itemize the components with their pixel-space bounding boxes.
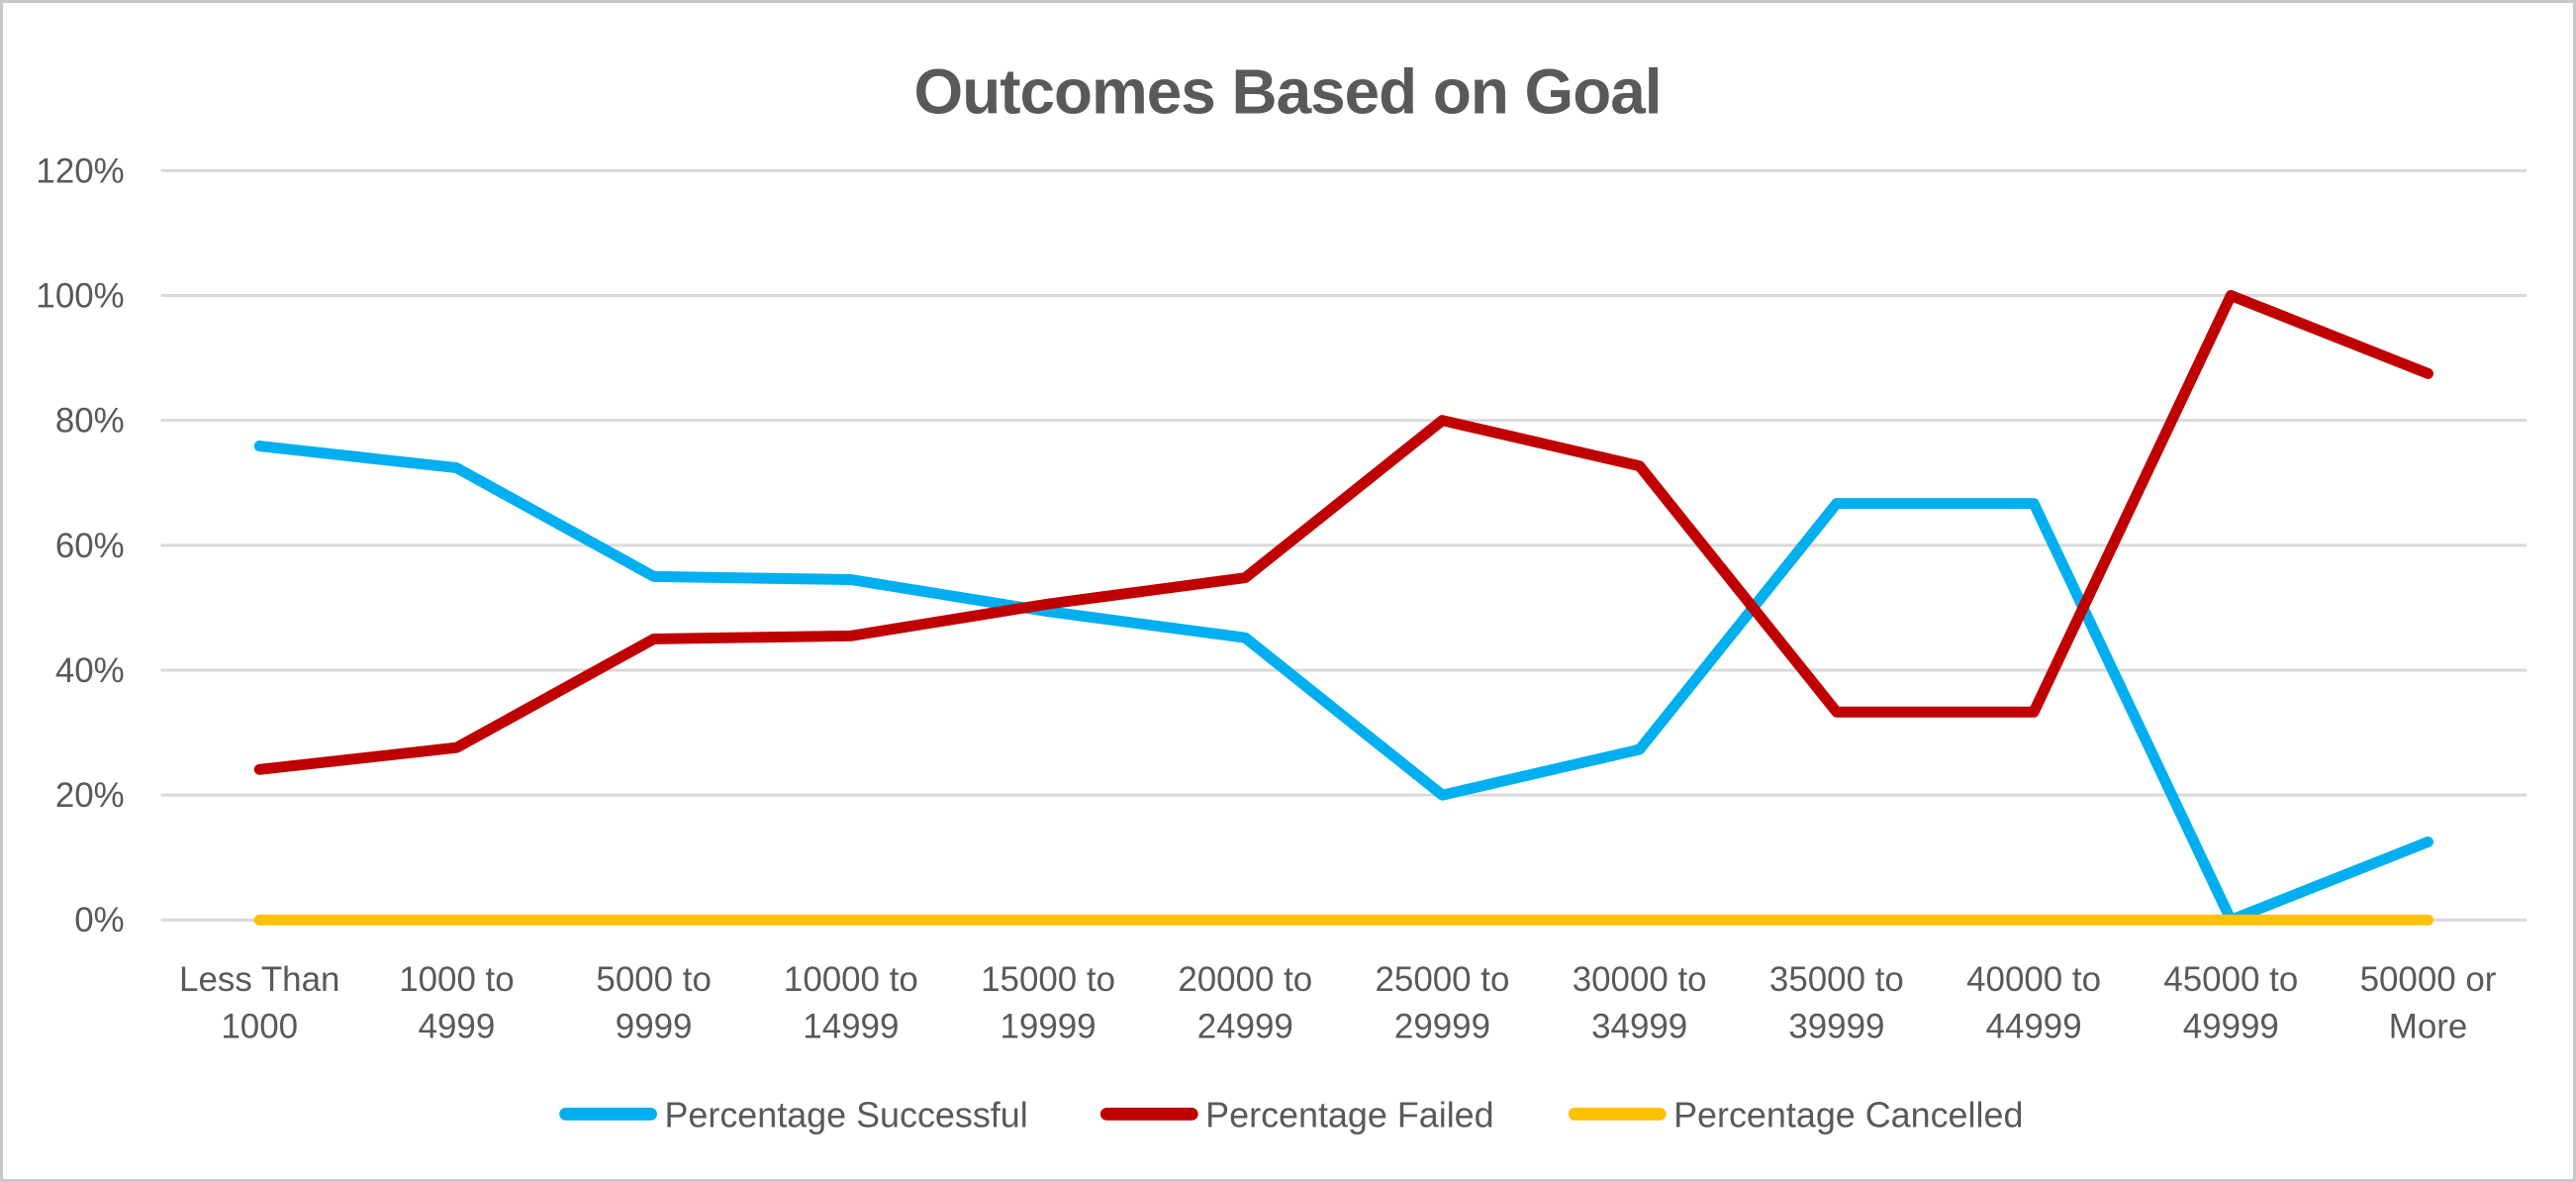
x-tick-label-line1: 50000 or [2360, 960, 2497, 999]
x-tick-label-line2: 24999 [1197, 1008, 1293, 1046]
y-tick-label: 120% [36, 151, 124, 190]
x-tick-label-line2: 49999 [2183, 1008, 2279, 1046]
legend-label: Percentage Cancelled [1673, 1095, 2023, 1134]
x-tick-label-line1: 10000 to [784, 960, 918, 999]
x-tick-label: 40000 to 44999 [1966, 960, 2101, 1046]
x-tick-label-line1: 45000 to [2163, 960, 2298, 999]
x-tick-label-line2: 4999 [419, 1008, 496, 1046]
x-tick-label-line2: 9999 [616, 1008, 693, 1046]
x-tick-label-line1: 20000 to [1178, 960, 1312, 999]
x-tick-label: 5000 to 9999 [596, 960, 711, 1046]
x-tick-label: 35000 to 39999 [1769, 960, 1904, 1046]
y-axis-tick-labels: 0% 20% 40% 60% 80% 100% 120% [36, 151, 124, 939]
y-tick-label: 100% [36, 276, 124, 315]
chart-legend: Percentage Successful Percentage Failed Pe… [559, 1095, 2023, 1134]
legend-label: Percentage Failed [1205, 1095, 1493, 1134]
y-tick-label: 40% [55, 651, 125, 690]
x-tick-label: 15000 to 19999 [981, 960, 1115, 1046]
x-tick-label-line1: 40000 to [1966, 960, 2101, 999]
x-axis-tick-labels: Less Than 1000 1000 to 4999 5000 to 9999 10000… [179, 960, 2497, 1046]
legend-label: Percentage Successful [664, 1095, 1027, 1134]
x-tick-label-line2: More [2389, 1008, 2468, 1046]
x-tick-label: 20000 to 24999 [1178, 960, 1312, 1046]
legend-item-percentage-successful: Percentage Successful [559, 1095, 1028, 1134]
x-tick-label-line1: 5000 to [596, 960, 711, 999]
x-tick-label: 50000 or More [2360, 960, 2497, 1046]
x-tick-label-line1: 35000 to [1769, 960, 1904, 999]
y-tick-label: 20% [55, 776, 125, 815]
x-tick-label-line1: 15000 to [981, 960, 1115, 999]
x-tick-label-line2: 44999 [1986, 1008, 2082, 1046]
legend-item-percentage-failed: Percentage Failed [1099, 1095, 1494, 1134]
x-tick-label: Less Than 1000 [179, 960, 339, 1046]
x-tick-label-line2: 29999 [1394, 1008, 1490, 1046]
x-tick-label-line2: 19999 [1001, 1008, 1097, 1046]
x-tick-label: 45000 to 49999 [2163, 960, 2298, 1046]
line-chart: Outcomes Based on Goal 0% 20% 40% 60% 80% 100… [36, 56, 2528, 1134]
x-tick-label: 30000 to 34999 [1573, 960, 1707, 1046]
x-tick-label-line2: 34999 [1591, 1008, 1687, 1046]
chart-title: Outcomes Based on Goal [914, 56, 1662, 128]
x-tick-label-line1: 25000 to [1376, 960, 1510, 999]
x-tick-label-line1: 1000 to [399, 960, 514, 999]
x-tick-label-line1: 30000 to [1573, 960, 1707, 999]
x-tick-label: 1000 to 4999 [399, 960, 514, 1046]
series-line-percentage-failed [253, 290, 2433, 775]
x-tick-label-line2: 14999 [803, 1008, 899, 1046]
x-tick-label: 10000 to 14999 [784, 960, 918, 1046]
series-line-percentage-successful [253, 441, 2433, 926]
gridlines [160, 168, 2528, 922]
x-tick-label: 25000 to 29999 [1376, 960, 1510, 1046]
y-tick-label: 0% [74, 901, 124, 939]
y-tick-label: 80% [55, 402, 125, 441]
x-tick-label-line2: 39999 [1788, 1008, 1884, 1046]
y-tick-label: 60% [55, 527, 125, 565]
x-tick-label-line2: 1000 [221, 1008, 298, 1046]
series-lines [253, 290, 2433, 926]
legend-item-percentage-cancelled: Percentage Cancelled [1568, 1095, 2023, 1134]
x-tick-label-line1: Less Than [179, 960, 339, 999]
